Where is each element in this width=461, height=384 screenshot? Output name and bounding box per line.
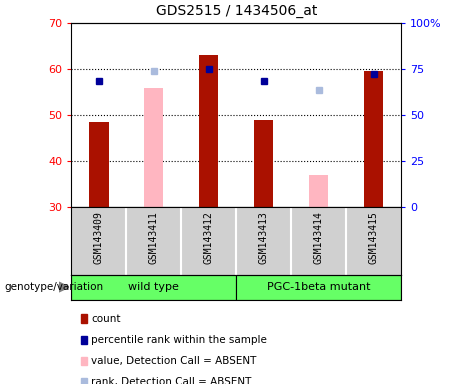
Text: count: count <box>91 314 121 324</box>
Bar <box>199 55 219 207</box>
Bar <box>309 175 328 207</box>
Text: GSM143413: GSM143413 <box>259 211 269 263</box>
Text: GSM143412: GSM143412 <box>204 211 214 263</box>
Polygon shape <box>59 282 69 292</box>
Text: rank, Detection Call = ABSENT: rank, Detection Call = ABSENT <box>91 377 252 384</box>
Text: percentile rank within the sample: percentile rank within the sample <box>91 335 267 345</box>
Bar <box>364 71 383 207</box>
Title: GDS2515 / 1434506_at: GDS2515 / 1434506_at <box>155 4 317 18</box>
Bar <box>144 88 164 207</box>
Text: GSM143415: GSM143415 <box>369 211 378 263</box>
Text: GSM143411: GSM143411 <box>149 211 159 263</box>
Text: GSM143414: GSM143414 <box>313 211 324 263</box>
Bar <box>89 122 108 207</box>
Text: GSM143409: GSM143409 <box>94 211 104 263</box>
Bar <box>254 120 273 207</box>
Text: wild type: wild type <box>129 282 179 292</box>
Text: value, Detection Call = ABSENT: value, Detection Call = ABSENT <box>91 356 257 366</box>
Text: genotype/variation: genotype/variation <box>5 282 104 292</box>
Text: PGC-1beta mutant: PGC-1beta mutant <box>267 282 371 292</box>
Bar <box>236 275 401 300</box>
Bar <box>71 275 236 300</box>
